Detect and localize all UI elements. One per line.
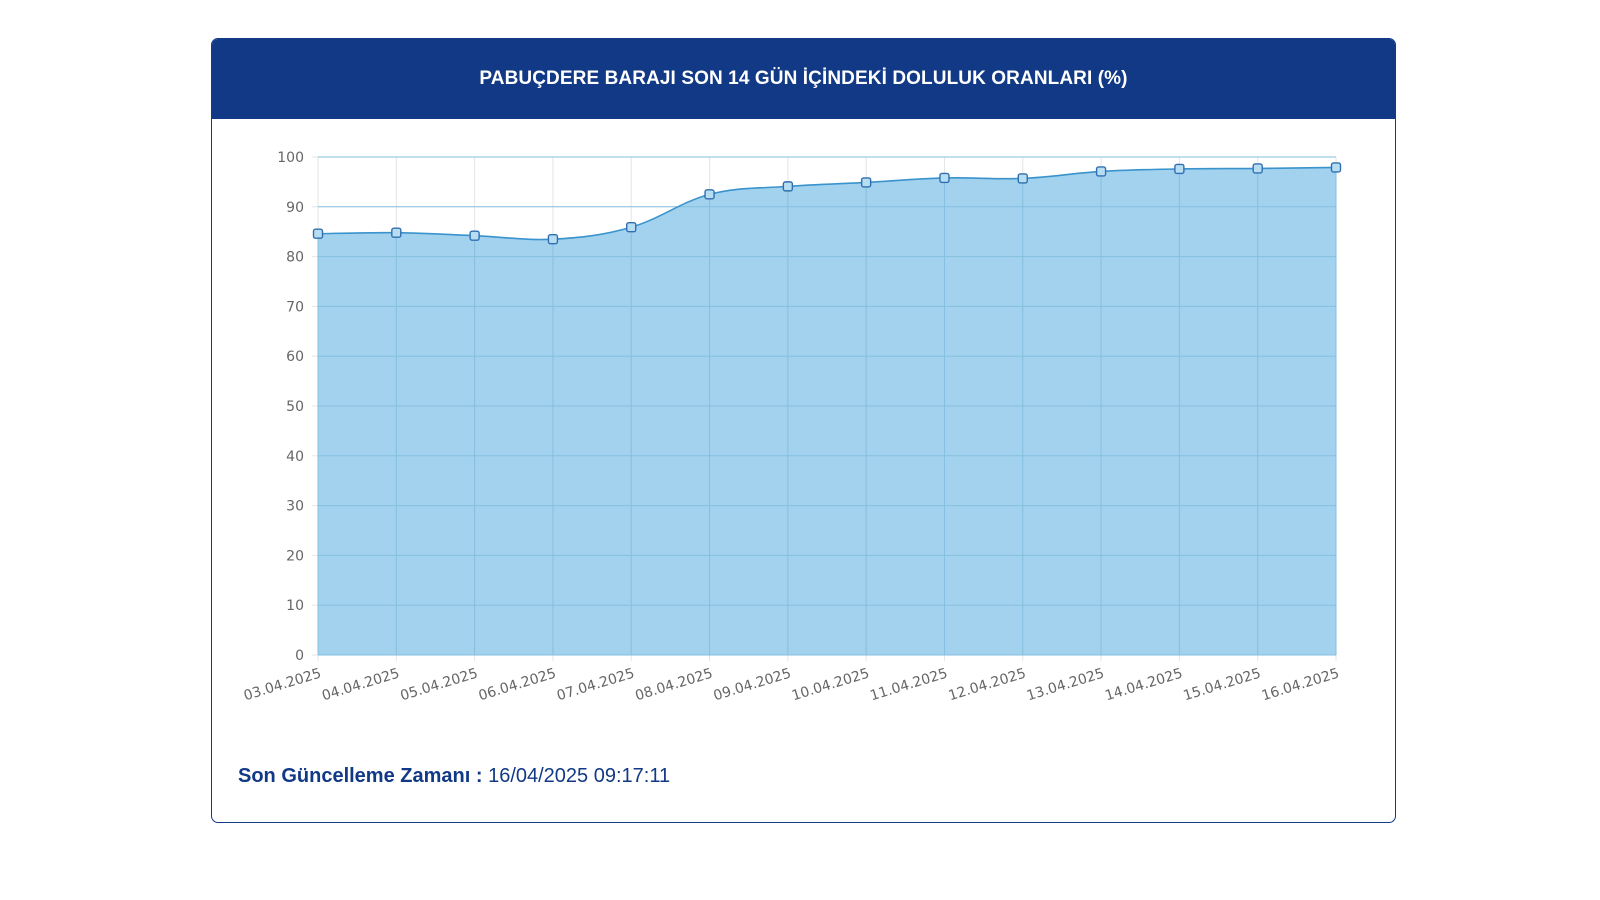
- y-axis-ticks: 0 10 20 30 40 50 60 70 80 90 100: [277, 150, 304, 664]
- y-tick-label: 20: [286, 548, 304, 564]
- y-tick-label: 10: [286, 598, 304, 614]
- y-tick-label: 60: [286, 349, 304, 365]
- chart-area: 0 10 20 30 40 50 60 70 80 90 100 03.04.2025 04.04.2…: [212, 119, 1395, 759]
- x-tick-label: 04.04.2025: [320, 666, 401, 705]
- y-tick-label: 0: [295, 648, 304, 664]
- area-fill: [318, 167, 1336, 655]
- data-point[interactable]: [939, 172, 950, 184]
- point-layer: [312, 162, 1342, 245]
- data-point[interactable]: [547, 233, 559, 245]
- x-tick-label: 13.04.2025: [1025, 666, 1106, 705]
- fill-rate-chart: 0 10 20 30 40 50 60 70 80 90 100 03.04.202504.04.2…: [242, 150, 1342, 705]
- data-point[interactable]: [312, 228, 324, 239]
- data-point[interactable]: [1174, 163, 1185, 175]
- data-point[interactable]: [1017, 173, 1028, 184]
- x-tick-label: 03.04.2025: [242, 666, 323, 705]
- chart-title: PABUÇDERE BARAJI SON 14 GÜN İÇİNDEKİ DOL…: [479, 68, 1128, 89]
- x-tick-label: 16.04.2025: [1260, 666, 1341, 705]
- x-tick-label: 14.04.2025: [1103, 666, 1184, 705]
- x-tick-label: 06.04.2025: [477, 666, 558, 705]
- y-tick-label: 30: [286, 499, 304, 515]
- x-tick-label: 07.04.2025: [555, 666, 636, 705]
- y-tick-label: 70: [286, 299, 304, 315]
- series-line: [317, 166, 1337, 241]
- last-update-label: Son Güncelleme Zamanı :: [238, 765, 483, 787]
- x-tick-label: 08.04.2025: [633, 666, 714, 705]
- last-update: Son Güncelleme Zamanı : 16/04/2025 09:17…: [238, 765, 670, 788]
- y-tick-label: 50: [286, 399, 304, 415]
- data-point[interactable]: [626, 222, 637, 233]
- data-point[interactable]: [704, 189, 715, 200]
- x-tick-label: 11.04.2025: [868, 666, 949, 705]
- data-point[interactable]: [391, 227, 402, 238]
- data-point[interactable]: [1095, 166, 1107, 177]
- data-point[interactable]: [860, 177, 872, 188]
- chart-card-header: PABUÇDERE BARAJI SON 14 GÜN İÇİNDEKİ DOL…: [212, 39, 1395, 119]
- x-tick-label: 15.04.2025: [1182, 666, 1263, 705]
- data-point[interactable]: [469, 230, 480, 241]
- last-update-value: 16/04/2025 09:17:11: [488, 765, 671, 787]
- y-tick-label: 80: [286, 250, 304, 266]
- data-point[interactable]: [1330, 162, 1342, 173]
- y-tick-label: 40: [286, 449, 304, 465]
- data-point[interactable]: [782, 181, 794, 192]
- x-tick-label: 10.04.2025: [790, 666, 871, 705]
- x-axis-ticks: 03.04.202504.04.202505.04.202506.04.2025…: [242, 666, 1341, 705]
- chart-card: PABUÇDERE BARAJI SON 14 GÜN İÇİNDEKİ DOL…: [211, 38, 1396, 823]
- y-tick-label: 90: [286, 200, 304, 216]
- x-tick-label: 05.04.2025: [398, 666, 479, 705]
- x-tick-label: 09.04.2025: [712, 666, 793, 705]
- y-tick-label: 100: [277, 150, 304, 166]
- data-point[interactable]: [1252, 163, 1263, 174]
- x-tick-label: 12.04.2025: [947, 666, 1028, 705]
- area-layer: [317, 156, 1337, 656]
